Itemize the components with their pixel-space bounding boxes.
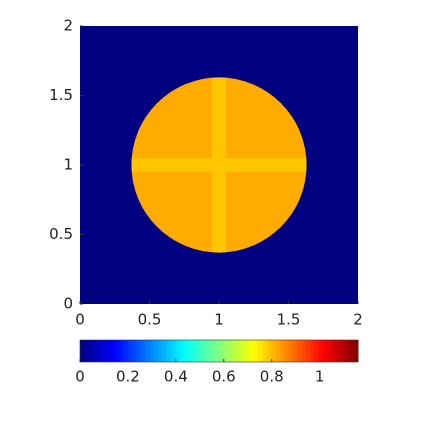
colorbar-cell — [205, 340, 211, 362]
colorbar-tick-label: 0.2 — [116, 368, 140, 386]
colorbar-cell — [236, 340, 242, 362]
colorbar-cell — [284, 340, 289, 362]
colorbar-cell — [175, 340, 181, 362]
colorbar-cell — [179, 340, 185, 362]
colorbar-cell — [249, 340, 255, 362]
colorbar-cell — [314, 340, 320, 362]
colorbar-tick-label: 0.4 — [164, 368, 188, 386]
colorbar-frame — [79, 339, 359, 363]
y-tick-label: 2 — [63, 17, 73, 35]
colorbar-cell — [223, 340, 229, 362]
colorbar-cell — [297, 340, 303, 362]
colorbar-cell — [197, 340, 203, 362]
colorbar-cell — [310, 340, 316, 362]
colorbar-cell — [258, 340, 263, 362]
cross-region — [131, 77, 307, 253]
colorbar-cell — [171, 340, 177, 362]
colorbar-cell — [266, 340, 272, 362]
colorbar-cell — [88, 340, 94, 362]
y-tick-label: 1 — [63, 156, 73, 174]
colorbar-cell — [145, 340, 150, 362]
x-tick-label: 1.5 — [277, 311, 301, 329]
cross-horizontal — [131, 158, 307, 172]
colorbar-cell — [323, 340, 329, 362]
colorbar-cell — [305, 340, 311, 362]
colorbar-cell — [136, 340, 142, 362]
x-tick-label: 0.5 — [138, 311, 162, 329]
colorbar-cell — [271, 340, 276, 362]
colorbar-cell — [132, 340, 137, 362]
colorbar-cell — [340, 340, 346, 362]
y-tick-label: 0 — [63, 295, 73, 313]
colorbar-cell — [214, 340, 220, 362]
colorbar-cell — [97, 340, 103, 362]
colorbar-cell — [140, 340, 146, 362]
colorbar-cell — [327, 340, 333, 362]
colorbar-cell — [184, 340, 190, 362]
colorbar-cell — [127, 340, 133, 362]
colorbar-cell — [240, 340, 246, 362]
colorbar-cell — [106, 340, 111, 362]
colorbar-cell — [288, 340, 294, 362]
colorbar-cell — [162, 340, 168, 362]
colorbar-cell — [119, 340, 124, 362]
y-tick-label: 1.5 — [49, 86, 73, 104]
colorbar-cell — [262, 340, 268, 362]
colorbar-cell — [149, 340, 155, 362]
colorbar-cell — [123, 340, 129, 362]
colorbar-cell — [292, 340, 298, 362]
colorbar-cell — [188, 340, 194, 362]
colorbar-cell — [331, 340, 337, 362]
colorbar-tick-label: 0 — [75, 368, 85, 386]
colorbar-cell — [336, 340, 342, 362]
colorbar-cell — [153, 340, 159, 362]
colorbar-cell — [253, 340, 259, 362]
colorbar-cell — [318, 340, 324, 362]
colorbar-cell — [344, 340, 350, 362]
colorbar-cell — [232, 340, 237, 362]
colorbar-cell — [80, 340, 85, 362]
colorbar-cell — [227, 340, 233, 362]
colorbar-cell — [245, 340, 250, 362]
colorbar-cell — [201, 340, 207, 362]
colorbar-cell — [110, 340, 116, 362]
colorbar-cell — [279, 340, 285, 362]
colorbar-cell — [84, 340, 90, 362]
colorbar-cell — [158, 340, 164, 362]
colorbar-cell — [219, 340, 224, 362]
colorbar-cell — [353, 340, 359, 362]
colorbar-tick-label: 0.8 — [260, 368, 284, 386]
colorbar-cell — [210, 340, 216, 362]
colorbar-cell — [192, 340, 198, 362]
x-tick-label: 1 — [214, 311, 224, 329]
plot-area — [80, 26, 358, 304]
colorbar-cell — [114, 340, 120, 362]
colorbar-cell — [166, 340, 172, 362]
y-tick-label: 0.5 — [49, 225, 73, 243]
colorbar-cell — [101, 340, 107, 362]
x-tick-label: 0 — [75, 311, 85, 329]
colorbar-tick-label: 0.6 — [212, 368, 236, 386]
colorbar-cell — [349, 340, 355, 362]
colorbar-tick-label: 1 — [315, 368, 325, 386]
colorbar-cell — [301, 340, 307, 362]
x-tick-label: 2 — [353, 311, 363, 329]
colorbar-cell — [275, 340, 281, 362]
colorbar-cell — [93, 340, 98, 362]
